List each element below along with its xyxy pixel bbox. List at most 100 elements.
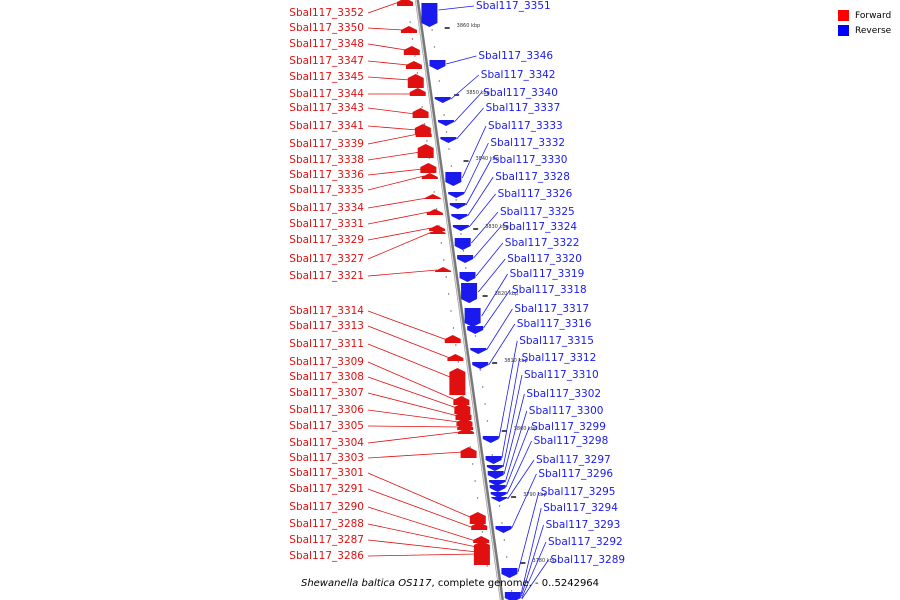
reverse-leader-line <box>450 74 480 100</box>
forward-gene-glyph <box>456 418 473 426</box>
reverse-gene-glyph <box>467 326 484 334</box>
forward-gene-label: Sbal117_3352 <box>289 7 364 19</box>
reverse-gene-label: Sbal117_3325 <box>500 206 575 218</box>
forward-gene-glyph <box>426 209 443 215</box>
forward-leader-line <box>367 133 419 145</box>
reverse-gene-label: Sbal117_3351 <box>476 0 551 12</box>
forward-gene-glyph <box>420 163 437 173</box>
reverse-gene-glyph <box>486 465 503 471</box>
caption-organism: Shewanella baltica OS117 <box>300 578 432 589</box>
forward-gene-glyph <box>460 447 477 458</box>
reverse-gene-glyph <box>461 283 478 303</box>
reverse-leader-line <box>521 541 547 599</box>
reverse-gene-label: Sbal117_3340 <box>483 87 558 99</box>
reverse-leader-line <box>456 107 484 140</box>
forward-leader-line <box>367 310 448 341</box>
reverse-gene-glyph <box>489 485 506 492</box>
reverse-gene-label: Sbal117_3337 <box>486 102 561 114</box>
map-caption: Shewanella baltica OS117, complete genom… <box>0 578 900 589</box>
forward-gene-label: Sbal117_3290 <box>289 501 364 513</box>
reverse-leader-line <box>488 323 516 366</box>
reverse-gene-glyph <box>488 480 505 486</box>
reverse-gene-label: Sbal117_3316 <box>517 318 592 330</box>
reverse-leader-line <box>445 55 477 65</box>
reverse-leader-line <box>498 340 518 439</box>
forward-gene-label: Sbal117_3309 <box>289 356 364 368</box>
reverse-gene-label: Sbal117_3293 <box>546 519 621 531</box>
reverse-gene-glyph <box>495 526 512 533</box>
reverse-gene-label: Sbal117_3332 <box>490 137 565 149</box>
forward-gene-label: Sbal117_3341 <box>289 120 364 132</box>
reverse-gene-glyph <box>434 97 451 103</box>
tick-label: 3850 kbp <box>466 90 490 96</box>
forward-gene-glyph <box>455 411 472 420</box>
reverse-gene-label: Sbal117_3320 <box>507 253 582 265</box>
forward-gene-label: Sbal117_3305 <box>289 420 364 432</box>
reverse-leader-line <box>438 5 475 11</box>
reverse-leader-line <box>521 559 549 600</box>
forward-gene-label: Sbal117_3334 <box>289 202 364 214</box>
reverse-gene-glyph <box>472 362 489 369</box>
forward-gene-label: Sbal117_3321 <box>289 270 364 282</box>
forward-leader-line <box>367 523 477 548</box>
forward-gene-label: Sbal117_3343 <box>289 102 364 114</box>
reverse-gene-glyph <box>470 348 487 354</box>
reverse-gene-glyph <box>457 255 474 263</box>
forward-leader-line <box>367 376 457 409</box>
forward-swatch <box>838 10 849 21</box>
genome-backbone <box>415 0 504 600</box>
reverse-gene-glyph <box>429 60 446 70</box>
reverse-leader-line <box>511 473 537 529</box>
reverse-gene-label: Sbal117_3322 <box>505 237 580 249</box>
reverse-leader-line <box>475 242 504 277</box>
forward-gene-glyph <box>471 522 488 530</box>
reverse-leader-line <box>453 92 482 123</box>
forward-gene-glyph <box>415 130 432 137</box>
tick-label: 3840 kbp <box>476 156 500 162</box>
forward-gene-label: Sbal117_3306 <box>289 404 364 416</box>
reverse-leader-line <box>504 410 528 483</box>
forward-leader-line <box>367 539 478 553</box>
reverse-leader-line <box>467 176 494 217</box>
forward-leader-line <box>367 231 433 260</box>
reverse-gene-glyph <box>459 272 476 282</box>
reverse-gene-label: Sbal117_3318 <box>512 284 587 296</box>
forward-gene-glyph <box>429 225 446 231</box>
reverse-leader-line <box>483 289 511 329</box>
reverse-leader-line <box>461 125 487 179</box>
reverse-gene-glyph <box>487 471 504 479</box>
forward-gene-label: Sbal117_3338 <box>289 154 364 166</box>
forward-leader-line <box>367 227 432 241</box>
reverse-leader-line <box>468 193 496 228</box>
forward-leader-line <box>367 409 459 423</box>
reverse-leader-line <box>478 258 506 293</box>
forward-gene-glyph <box>473 541 490 565</box>
forward-gene-label: Sbal117_3288 <box>289 518 364 530</box>
reverse-gene-label: Sbal117_3315 <box>519 335 594 347</box>
forward-gene-glyph <box>400 26 417 33</box>
reverse-gene-label: Sbal117_3298 <box>534 435 609 447</box>
reverse-gene-glyph <box>464 308 481 327</box>
forward-gene-label: Sbal117_3345 <box>289 71 364 83</box>
forward-leader-line <box>367 211 430 225</box>
forward-gene-label: Sbal117_3303 <box>289 452 364 464</box>
forward-leader-line <box>367 392 459 417</box>
reverse-gene-label: Sbal117_3310 <box>524 369 599 381</box>
forward-leader-line <box>367 1 400 14</box>
forward-leader-line <box>367 472 473 519</box>
reverse-gene-glyph <box>448 192 465 198</box>
forward-gene-label: Sbal117_3286 <box>289 550 364 562</box>
forward-gene-label: Sbal117_3350 <box>289 22 364 34</box>
forward-gene-label: Sbal117_3301 <box>289 467 364 479</box>
forward-gene-label: Sbal117_3291 <box>289 483 364 495</box>
forward-gene-label: Sbal117_3304 <box>289 437 364 449</box>
reverse-gene-glyph <box>421 3 438 27</box>
reverse-leader-line <box>517 491 540 573</box>
tick-label: 3820 kbp <box>495 291 519 297</box>
forward-leader-line <box>367 451 464 459</box>
reverse-gene-label: Sbal117_3342 <box>481 69 556 81</box>
forward-gene-glyph <box>424 194 441 199</box>
legend-item-forward: Forward <box>838 8 891 23</box>
legend-label-forward: Forward <box>855 10 892 21</box>
